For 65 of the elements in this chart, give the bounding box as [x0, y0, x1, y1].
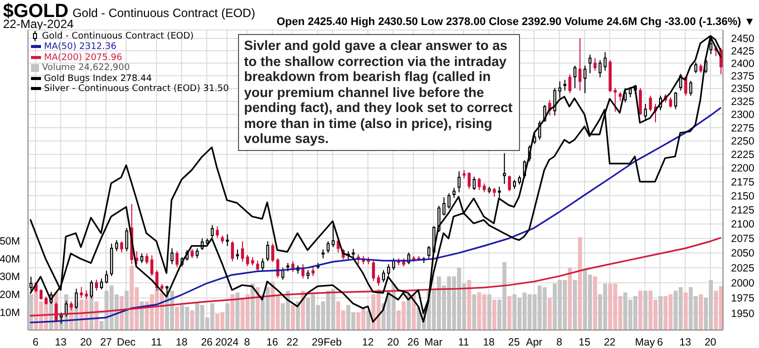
y-tick-label: 2300 — [731, 109, 755, 122]
x-tick-label: Dec — [116, 336, 136, 348]
y2-tick-label: 20M — [0, 289, 20, 302]
legend-label: Gold - Continuous Contract (EOD) — [42, 31, 194, 42]
y-tick-label: 2150 — [731, 190, 755, 202]
x-tick-label: 12 — [362, 336, 374, 348]
x-tick-label: 25 — [508, 336, 520, 348]
x-tick-label: 20 — [80, 336, 92, 348]
y2-tick-label: 50M — [0, 235, 20, 248]
y-tick-label: 2450 — [731, 33, 755, 46]
y2-tick-label: 10M — [0, 306, 20, 319]
x-tick-label: 26 — [200, 336, 213, 348]
x-tick-label: May — [635, 336, 656, 348]
legend-label: Volume 24,622,900 — [42, 63, 130, 74]
x-tick-label: 20 — [387, 336, 400, 348]
y-tick-label: 2275 — [731, 122, 755, 134]
x-tick-label: Mar — [424, 336, 443, 348]
x-tick-label: 22 — [604, 336, 616, 348]
y-tick-label: 2100 — [731, 218, 755, 231]
y-tick-label: 2175 — [731, 176, 755, 188]
x-tick-label: 11 — [150, 336, 162, 348]
y2-tick-label: 30M — [0, 271, 20, 284]
y-tick-label: 1975 — [731, 292, 755, 305]
x-tick-label: 13 — [54, 336, 67, 348]
x-tick-label: 16 — [266, 336, 278, 348]
y-tick-label: 2125 — [731, 204, 755, 216]
y-tick-label: 2350 — [731, 83, 755, 96]
annotation: 22-May-2024 — [3, 17, 74, 31]
x-tick-label: 13 — [679, 336, 692, 348]
y-tick-label: 2325 — [731, 96, 755, 108]
y-tick-label: 2025 — [731, 262, 755, 274]
legend-label: MA(200) 2075.96 — [44, 52, 122, 63]
y-tick-label: 2200 — [731, 162, 755, 175]
y-tick-label: 2375 — [731, 70, 755, 82]
y-tick-label: 2000 — [731, 277, 755, 290]
y-tick-label: 2050 — [731, 248, 755, 260]
x-tick-label: 18 — [176, 336, 188, 348]
chart-subtitle: Gold - Continuous Contract (EOD) — [72, 6, 256, 20]
y-tick-label: 2225 — [731, 149, 755, 162]
x-tick-label: Apr — [526, 336, 543, 348]
x-tick-label: 11 — [458, 336, 470, 348]
y-tick-label: 2400 — [731, 58, 755, 70]
x-tick-label: 29 — [312, 336, 324, 348]
y-tick-label: 2075 — [731, 233, 755, 246]
x-tick-label: 18 — [482, 336, 495, 348]
x-tick-label: 22 — [286, 336, 298, 348]
x-tick-label: 8 — [244, 336, 250, 348]
text: Open 2425.40 High 2430.50 Low 2378.00 Close 2392.90 Volume 24.6M Chg -33.00 (-1.36%) ▼ — [276, 16, 755, 28]
y2-tick-label: 40M — [0, 253, 20, 266]
x-tick-label: 6 — [657, 336, 664, 348]
x-tick-label: 2024 — [215, 336, 239, 348]
legend-label: Gold Bugs Index 278.44 — [44, 74, 152, 84]
legend-label: MA(50) 2312.36 — [44, 42, 116, 52]
x-tick-label: 26 — [407, 336, 420, 348]
y-tick-label: 2250 — [731, 136, 755, 148]
x-tick-label: Feb — [324, 336, 342, 348]
y-tick-label: 1950 — [731, 308, 755, 320]
x-tick-label: 15 — [578, 336, 590, 348]
annotation: Sivler and gold gave a clear answer to as to the shallow correction via the intraday breakdown from bearish flag (called in your premium channel live before the pending fact), and they look set to correct more than in time (also in price), rising volume says. — [244, 38, 513, 146]
x-tick-label: 27 — [100, 336, 112, 348]
x-tick-label: 6 — [32, 336, 39, 348]
y-tick-label: 2425 — [731, 45, 755, 58]
x-tick-label: 8 — [556, 336, 562, 348]
x-tick-label: 20 — [704, 336, 716, 348]
legend-label: Silver - Continuous Contract (EOD) 31.50 — [44, 84, 229, 94]
